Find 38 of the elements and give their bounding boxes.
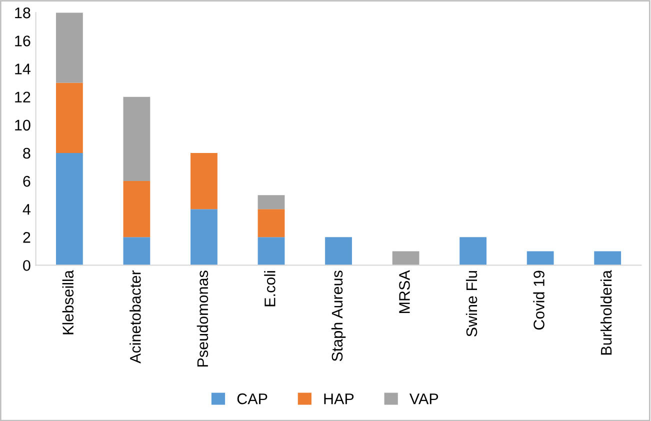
y-tick-label: 10 [15, 120, 30, 131]
bar [190, 152, 218, 210]
y-tick-label: 6 [23, 176, 30, 187]
x-tick-label: Pseudomonas [196, 270, 208, 367]
bar [123, 181, 150, 238]
y-tick-label: 16 [15, 36, 30, 46]
legend-label: VAP [409, 394, 438, 404]
y-tick-label: 8 [23, 148, 30, 159]
x-tick-label: Acinetobacter [130, 270, 141, 364]
y-tick-label: 2 [23, 232, 30, 243]
y-tick-label: 0 [23, 260, 30, 271]
bar [325, 237, 352, 266]
legend-label: CAP [237, 393, 268, 404]
bar [460, 237, 487, 266]
x-tick-label: E.coli [264, 271, 276, 306]
x-tick-label: MRSA [399, 270, 410, 313]
bar [56, 82, 83, 153]
y-tick-label: 18 [15, 8, 30, 18]
y-tick-label: 12 [15, 92, 30, 102]
x-tick-label: Klebseilla [62, 270, 74, 334]
y-tick-label: 14 [15, 64, 30, 74]
bar [190, 209, 218, 266]
x-tick-label: Swine Flu [466, 271, 478, 336]
bar [123, 96, 150, 182]
bar [526, 251, 554, 266]
y-tick-label: 4 [22, 204, 30, 215]
bar [56, 12, 83, 83]
bar [258, 195, 285, 210]
bar [123, 237, 150, 266]
bar [258, 209, 285, 238]
legend-label: HAP [324, 394, 354, 404]
bar [594, 251, 622, 266]
x-tick-label: Covid 19 [533, 270, 544, 330]
bar [258, 237, 285, 266]
bar [392, 251, 420, 266]
bar [56, 152, 83, 266]
x-tick-label: Burkholderia [600, 270, 612, 355]
x-tick-label: Staph Aureus [331, 270, 346, 362]
